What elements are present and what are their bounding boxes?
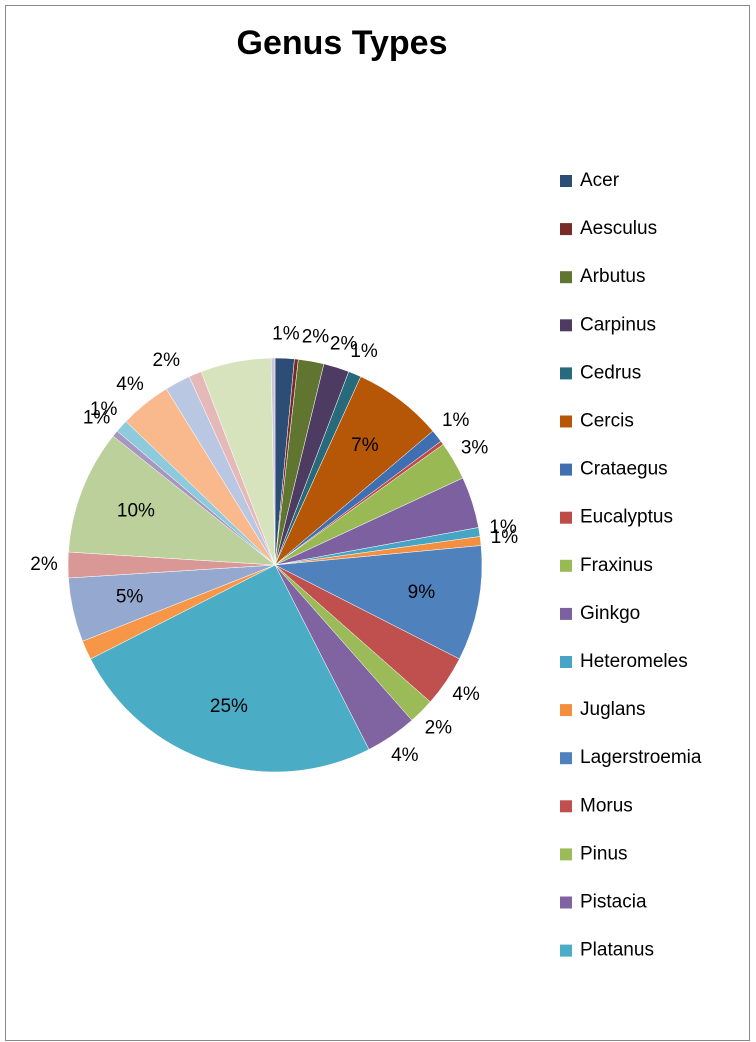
pie-slice xyxy=(90,564,370,773)
legend-label: Juglans xyxy=(580,699,646,720)
legend-label: Ginkgo xyxy=(580,603,640,624)
legend-label: Cedrus xyxy=(580,362,641,383)
data-label: 25% xyxy=(210,696,248,717)
legend-swatch xyxy=(560,415,572,428)
legend-swatch xyxy=(560,656,572,668)
data-label: 10% xyxy=(117,500,155,521)
data-label: 2% xyxy=(302,327,330,348)
data-label: 1% xyxy=(491,527,519,548)
data-label: 2% xyxy=(153,350,181,371)
legend-label: Aesculus xyxy=(580,218,657,239)
data-label: 7% xyxy=(351,435,379,456)
legend-swatch xyxy=(560,896,572,909)
legend-swatch xyxy=(560,367,572,380)
pie-slice xyxy=(274,545,483,660)
data-label: 1% xyxy=(350,341,378,362)
legend-label: Fraxinus xyxy=(580,555,653,576)
data-label: 9% xyxy=(408,582,436,603)
legend-label: Acer xyxy=(580,170,620,191)
legend-label: Eucalyptus xyxy=(580,507,673,528)
pie-slice xyxy=(68,435,276,566)
legend-swatch xyxy=(560,319,572,332)
legend-swatch xyxy=(560,559,572,572)
data-label: 2% xyxy=(330,333,358,354)
data-label: 3% xyxy=(461,438,489,459)
legend-swatch xyxy=(560,271,572,284)
data-label: 1% xyxy=(272,323,300,344)
data-label: 4% xyxy=(452,684,480,705)
data-label: 2% xyxy=(30,554,58,575)
legend-swatch xyxy=(560,463,572,476)
legend-swatch xyxy=(560,175,572,187)
legend-label: Carpinus xyxy=(580,314,656,335)
data-label: 1% xyxy=(489,517,517,538)
legend-swatch xyxy=(560,607,572,620)
legend-swatch xyxy=(560,752,572,765)
legend-swatch xyxy=(560,704,572,717)
data-label: 2% xyxy=(425,717,453,738)
legend-label: Pistacia xyxy=(580,892,647,913)
legend-swatch xyxy=(560,848,572,861)
data-label: 1% xyxy=(83,407,111,428)
chart-title: Genus Types xyxy=(237,24,448,62)
legend-label: Morus xyxy=(580,795,633,816)
legend-swatch xyxy=(560,223,572,236)
data-label: 1% xyxy=(90,399,118,420)
data-label: 4% xyxy=(391,745,419,766)
data-label: 1% xyxy=(442,410,470,431)
data-label: 5% xyxy=(116,587,144,608)
legend-label: Pinus xyxy=(580,843,628,864)
legend-label: Heteromeles xyxy=(580,651,688,672)
pie-slice xyxy=(270,357,276,566)
legend-swatch xyxy=(560,511,572,524)
legend-swatch xyxy=(560,800,572,813)
data-label: 4% xyxy=(116,374,144,395)
legend-label: Crataegus xyxy=(580,459,668,480)
legend-label: Lagerstroemia xyxy=(580,747,702,768)
legend-label: Cercis xyxy=(580,411,634,432)
legend-label: Arbutus xyxy=(580,266,645,287)
legend-label: Platanus xyxy=(580,940,654,961)
legend-swatch xyxy=(560,944,572,957)
